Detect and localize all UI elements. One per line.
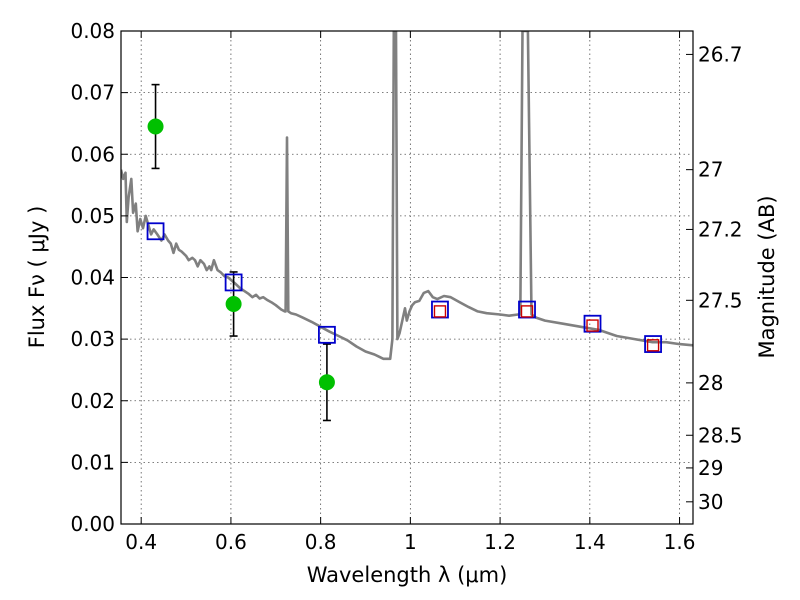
right-tick-label: 27.5	[698, 288, 743, 312]
upper-limit-point	[520, 305, 534, 318]
right-magnitude-axis: 26.7 27 27.2 27.5 28 28.5 29 30	[686, 42, 743, 514]
y-tick-label: 0.06	[70, 142, 115, 166]
y-axis-label: Flux Fν ( μJy )	[25, 206, 49, 349]
right-tick-label: 28	[698, 371, 723, 395]
model-spectrum-line	[121, 31, 693, 361]
x-tick-label: 1.2	[484, 530, 516, 554]
x-tick-label: 0.8	[305, 530, 337, 554]
observed-point	[318, 374, 335, 391]
right-tick-label: 26.7	[698, 42, 743, 66]
model-photometry-point	[644, 335, 662, 353]
observed-point	[225, 295, 242, 312]
y-tick-label: 0.05	[70, 204, 115, 228]
x-tick-label: 0.6	[215, 530, 247, 554]
model-photometry-point	[224, 273, 243, 292]
upper-limit-point	[646, 339, 660, 352]
right-tick-label: 29	[698, 456, 723, 480]
right-tick-label: 27	[698, 158, 723, 182]
right-tick-label: 27.2	[698, 217, 743, 241]
y-tick-label: 0.08	[70, 19, 115, 43]
x-axis: 0.4 0.6 0.8 1 1.2 1.4 1.6	[125, 31, 695, 554]
x-tick-label: 1.6	[664, 530, 696, 554]
y-tick-label: 0.01	[70, 450, 115, 474]
grid-lines	[121, 30, 693, 525]
model-photometry-point	[146, 222, 165, 241]
model-photometry-point	[318, 325, 336, 344]
x-tick-label: 1	[404, 530, 417, 554]
upper-limit-point	[433, 305, 447, 318]
y-tick-label: 0.00	[70, 512, 115, 536]
x-axis-label: Wavelength λ (μm)	[307, 563, 508, 587]
y-tick-label: 0.04	[70, 266, 115, 290]
observed-point	[147, 118, 164, 135]
y-tick-label: 0.03	[70, 327, 115, 351]
plot-area	[121, 31, 693, 422]
right-axis-label: Magnitude (AB)	[755, 195, 779, 358]
y-tick-label: 0.07	[70, 81, 115, 105]
y-axis: 0.00 0.01 0.02 0.03 0.04 0.05 0.06 0.07 0.08	[70, 19, 128, 536]
right-tick-label: 30	[698, 490, 723, 514]
right-tick-label: 28.5	[698, 423, 743, 447]
y-tick-label: 0.02	[70, 389, 115, 413]
x-tick-label: 1.4	[574, 530, 606, 554]
x-tick-label: 0.4	[125, 530, 157, 554]
upper-limit-point	[586, 319, 599, 332]
